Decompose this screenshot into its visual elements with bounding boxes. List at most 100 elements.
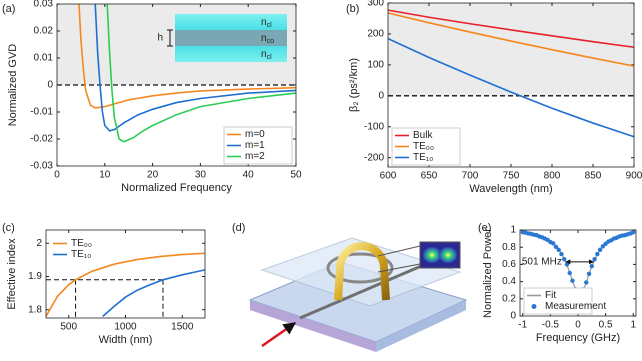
chart: (e) -1 -0.5 0 0.5 1 0 0.2 0.4 0.6 0.8 1 Frequency (G… (478, 222, 636, 344)
panel-label: (a) (2, 3, 15, 15)
data-point (592, 257, 597, 262)
x-tick-label: -1 (518, 320, 527, 331)
axes-frame (45, 229, 206, 319)
x-tick-label: 0.5 (599, 320, 613, 331)
x-tick-label: 40 (243, 170, 255, 181)
panel-label: (b) (346, 3, 359, 15)
y-axis-label: β₂ (ps²/km) (348, 58, 360, 112)
series-line (78, 4, 296, 109)
y-tick-label: 0.02 (34, 26, 54, 37)
y-tick-label: 0 (378, 90, 384, 101)
legend-label: Fit (545, 290, 556, 301)
legend-box (523, 287, 593, 315)
y-axis-label: Effective index (6, 238, 18, 310)
legend-marker (531, 304, 537, 309)
inset-label-text: n (261, 17, 267, 28)
data-point (564, 262, 570, 267)
legend-label: Measurement (545, 301, 606, 312)
data-point (595, 251, 600, 257)
x-tick-label: 650 (421, 171, 438, 182)
y-tick-label: 1.9 (28, 271, 42, 282)
data-point (567, 270, 572, 276)
data-point (584, 280, 589, 285)
data-point (570, 278, 575, 283)
chart: (c) 500 1000 1500 1.8 1.9 2 Width (nm) Effective… (2, 222, 206, 346)
legend-box (391, 127, 461, 166)
y-tick-label: 0.6 (502, 259, 516, 270)
legend-label: TE₁₀ (413, 152, 433, 163)
panel-label: (d) (232, 222, 245, 234)
axes-frame (56, 3, 297, 167)
device-illustration (248, 237, 468, 352)
y-tick-label: 0 (510, 311, 516, 322)
x-tick-label: 0 (54, 170, 60, 181)
x-tick-label: 500 (60, 322, 77, 333)
inset-core (175, 30, 287, 46)
inset-bracket (167, 29, 173, 47)
y-tick-label: 1.8 (28, 304, 42, 315)
legend-label: TE₀₀ (413, 141, 434, 152)
panel-label: (c) (2, 222, 15, 234)
y-tick-label: -0.03 (30, 161, 53, 172)
inset-label: ncl (261, 49, 272, 62)
x-tick-label: 1 (630, 320, 636, 331)
x-tick-label: 800 (544, 171, 561, 182)
y-tick-label: 0.4 (502, 276, 516, 287)
x-axis-label: Width (nm) (99, 334, 153, 346)
legend-label: m=0 (245, 129, 265, 140)
y-tick-label: -100 (364, 121, 384, 132)
inset-label-sub: cl (267, 22, 273, 29)
data-point (589, 263, 595, 269)
chart: (b) 600 650 700 750 800 850 900 -200 -100 0 100 200 3… (346, 0, 642, 195)
chart: (a) 0 10 20 30 40 50 -0.03 -0.02 -0.01 0 0.01 0.02 0.… (2, 0, 302, 194)
series-line (106, 4, 296, 143)
y-tick-label: 0.01 (34, 53, 54, 64)
plot-area (388, 9, 634, 138)
data-point (586, 271, 592, 277)
data-point (561, 257, 567, 262)
y-tick-label: 0.2 (502, 293, 516, 304)
inset-label: nco (261, 33, 274, 46)
series-line (388, 12, 634, 67)
series-line (46, 252, 205, 317)
panel-label: (e) (478, 222, 491, 234)
series-line (102, 269, 205, 317)
y-tick-label: -0.01 (30, 107, 53, 118)
plot-area (46, 252, 205, 317)
axes-frame (519, 229, 637, 317)
x-axis-label: Normalized Frequency (121, 182, 232, 194)
y-axis-label: Normalized Power (482, 228, 494, 318)
y-tick-label: 0 (47, 80, 53, 91)
x-tick-label: 900 (626, 171, 642, 182)
y-tick-label: 200 (367, 29, 384, 40)
data-point (600, 244, 606, 249)
inset-label: ncl (261, 17, 272, 30)
axes-frame (387, 2, 635, 168)
x-tick-label: 30 (195, 170, 207, 181)
data-point (559, 251, 564, 257)
x-tick-label: 1000 (114, 322, 137, 333)
inset-label-sub: co (267, 38, 275, 45)
data-point (631, 230, 636, 235)
y-tick-label: -0.02 (30, 134, 53, 145)
series-line (94, 4, 296, 132)
series-line (388, 9, 634, 49)
y-tick-label: 2 (36, 238, 42, 249)
legend-label: Bulk (413, 130, 433, 141)
legend-label: TE₀₀ (71, 238, 92, 249)
data-point (550, 241, 556, 246)
y-tick-label: -200 (364, 152, 384, 163)
annotation-text: 501 MHz (522, 256, 562, 267)
y-tick-label: 100 (367, 60, 384, 71)
legend-box (50, 236, 118, 262)
inset-label-text: n (261, 33, 267, 44)
shade (388, 3, 634, 96)
x-tick-label: 10 (99, 170, 111, 181)
inset-height-label: h (157, 33, 163, 44)
legend-label: TE₁₀ (71, 249, 91, 260)
x-tick-label: 0 (575, 320, 581, 331)
data-point (556, 247, 561, 252)
x-tick-label: 1500 (171, 322, 194, 333)
x-tick-label: 600 (380, 171, 397, 182)
